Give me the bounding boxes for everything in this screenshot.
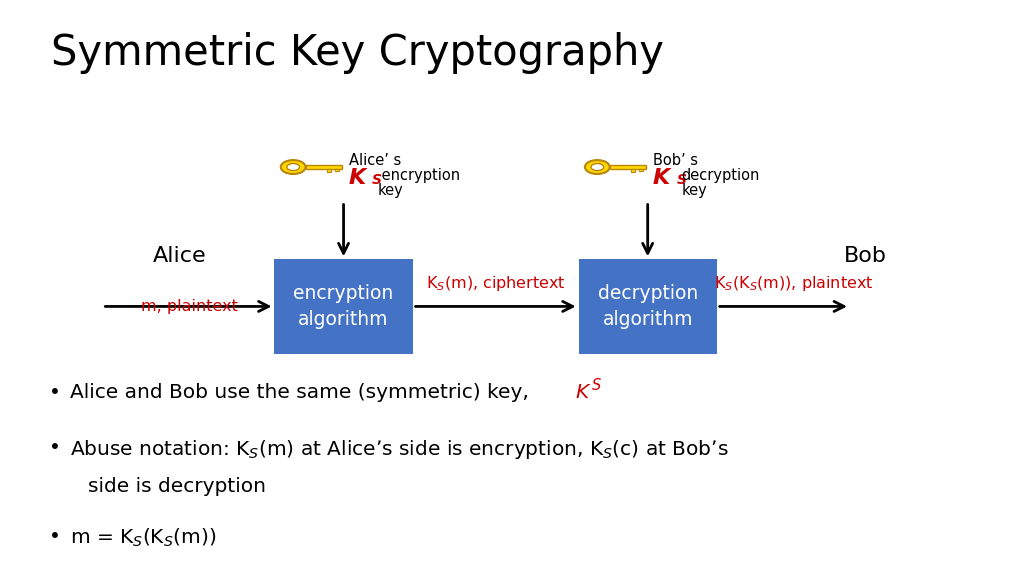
Text: •: • — [49, 383, 61, 402]
Text: Bob’ s: Bob’ s — [653, 153, 697, 168]
Text: encryption: encryption — [378, 168, 461, 183]
Text: K$_S$(m), ciphertext: K$_S$(m), ciphertext — [426, 274, 565, 293]
Circle shape — [585, 160, 609, 174]
Text: S: S — [676, 173, 686, 187]
FancyArrow shape — [609, 165, 646, 169]
Text: K: K — [575, 383, 589, 402]
Text: S: S — [592, 378, 601, 393]
Circle shape — [281, 160, 305, 174]
Text: encryption
algorithm: encryption algorithm — [294, 284, 393, 329]
Text: K$_S$(K$_S$(m)), plaintext: K$_S$(K$_S$(m)), plaintext — [714, 274, 873, 293]
FancyArrow shape — [632, 169, 635, 172]
FancyBboxPatch shape — [274, 259, 413, 354]
FancyArrow shape — [305, 165, 342, 169]
Text: K: K — [348, 168, 366, 188]
Text: Alice and Bob use the same (symmetric) key,: Alice and Bob use the same (symmetric) k… — [70, 383, 535, 402]
Text: m = K$_S$(K$_S$(m)): m = K$_S$(K$_S$(m)) — [70, 527, 216, 550]
Text: m, plaintext: m, plaintext — [141, 299, 238, 314]
Text: key: key — [682, 183, 708, 198]
Text: Symmetric Key Cryptography: Symmetric Key Cryptography — [51, 32, 665, 74]
Text: key: key — [378, 183, 403, 198]
Text: decryption
algorithm: decryption algorithm — [598, 284, 697, 329]
Text: S: S — [373, 173, 382, 187]
Text: •: • — [49, 438, 61, 457]
FancyArrow shape — [335, 169, 339, 171]
Text: Bob: Bob — [844, 247, 887, 266]
Text: •: • — [49, 527, 61, 546]
FancyArrow shape — [639, 169, 643, 171]
Text: Alice: Alice — [153, 247, 206, 266]
Circle shape — [287, 164, 299, 170]
Text: decryption: decryption — [682, 168, 760, 183]
Text: Abuse notation: K$_S$(m) at Alice’s side is encryption, K$_S$(c) at Bob’s: Abuse notation: K$_S$(m) at Alice’s side… — [70, 438, 728, 461]
Text: side is decryption: side is decryption — [88, 477, 266, 496]
FancyArrow shape — [328, 169, 331, 172]
Circle shape — [591, 164, 603, 170]
FancyBboxPatch shape — [579, 259, 717, 354]
Text: Alice’ s: Alice’ s — [348, 153, 401, 168]
Text: K: K — [653, 168, 670, 188]
